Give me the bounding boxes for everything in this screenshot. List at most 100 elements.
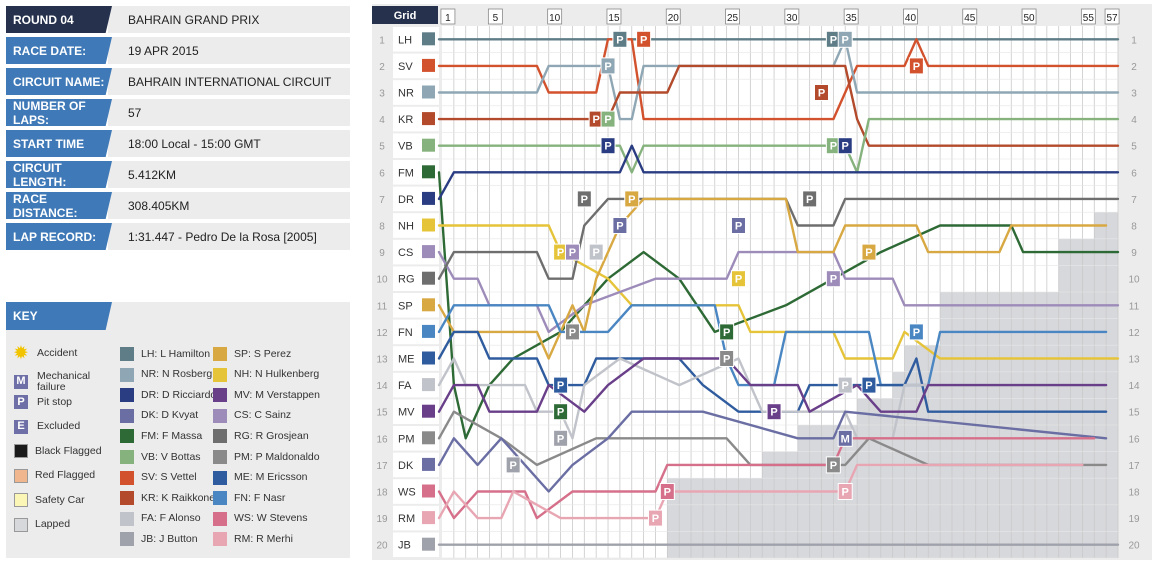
driver-label: RG: R Grosjean — [234, 429, 309, 442]
pit-stop-marker — [553, 429, 569, 447]
pit-stop-marker — [837, 30, 853, 48]
pit-stop-marker — [908, 57, 924, 75]
driver-swatch — [213, 532, 227, 547]
key-swatch — [14, 517, 28, 532]
lap-tick-box — [903, 8, 918, 25]
pit-stop-marker — [624, 190, 640, 208]
right-position-label: 4 — [1131, 115, 1137, 126]
right-position-label: 16 — [1128, 434, 1140, 445]
position-label: 2 — [379, 62, 385, 73]
pit-stop-marker-label: P — [664, 487, 671, 499]
info-label: RACE DISTANCE: — [6, 192, 112, 219]
pit-stop-marker-label: P — [842, 380, 849, 392]
pit-stop-marker-label: P — [557, 433, 564, 445]
position-cell — [372, 105, 392, 133]
driver-swatch — [213, 408, 227, 423]
pit-stop-marker-label: P — [581, 194, 588, 206]
pit-stop-marker — [600, 137, 616, 155]
driver-label: FA: F Alonso — [141, 512, 201, 525]
info-row: CIRCUIT NAME: BAHRAIN INTERNATIONAL CIRCU… — [6, 68, 350, 95]
info-row: LAP RECORD: 1:31.447 - Pedro De la Rosa [… — [6, 223, 350, 250]
grid-driver-swatch — [422, 457, 435, 471]
key-symbol: M Mechanical failure — [14, 370, 114, 393]
grid-driver-swatch — [422, 85, 435, 99]
position-cell — [372, 398, 392, 425]
lap-tick-box — [665, 8, 681, 25]
driver-label: LH: L Hamilton — [141, 347, 211, 360]
lap-tick-label: 57 — [1107, 13, 1119, 24]
grid-driver-swatch — [422, 484, 435, 498]
position-label: 12 — [376, 328, 388, 339]
position-cell — [372, 531, 392, 558]
pit-stop-marker — [861, 376, 877, 394]
position-cell — [372, 79, 392, 106]
key-driver: DK: D Kvyat — [120, 408, 198, 423]
driver-line-sp — [437, 197, 1108, 360]
key-badge-icon: P — [14, 395, 28, 409]
pit-stop-marker — [612, 30, 628, 48]
pit-stop-marker — [564, 323, 580, 341]
pit-stop-marker — [719, 323, 735, 341]
lap-tick-label: 55 — [1083, 13, 1095, 24]
lap-tick-label: 30 — [786, 13, 798, 24]
info-label: START TIME — [6, 130, 112, 157]
pit-stop-marker — [825, 456, 841, 474]
position-cell — [372, 26, 392, 53]
pit-stop-marker — [659, 483, 675, 500]
position-cell — [372, 159, 392, 186]
right-position-label: 13 — [1128, 355, 1140, 366]
driver-swatch — [120, 367, 134, 382]
driver-swatch — [213, 429, 227, 444]
right-position-label: 19 — [1128, 514, 1140, 525]
lap-tick-label: 50 — [1023, 13, 1035, 24]
driver-swatch — [120, 491, 134, 506]
driver-swatch — [213, 347, 227, 361]
driver-swatch — [120, 388, 134, 403]
grid-driver-swatch — [422, 191, 435, 205]
pit-stop-marker — [600, 110, 616, 128]
key-driver: FM: F Massa — [120, 429, 202, 444]
key-symbol: ✹ Accident — [14, 345, 114, 361]
pit-stop-marker — [588, 243, 604, 261]
pit-stop-marker-label: P — [557, 407, 564, 419]
position-label: 11 — [377, 301, 388, 312]
grid-driver-swatch — [422, 165, 435, 179]
key-symbol-label: Pit stop — [37, 395, 73, 408]
info-label: CIRCUIT LENGTH: — [6, 161, 112, 188]
pit-stop-marker-label: P — [640, 34, 647, 46]
pit-stop-marker — [802, 190, 818, 208]
right-position-label: 20 — [1128, 541, 1140, 552]
grid-header-box — [372, 6, 438, 24]
pit-stop-marker-label: P — [569, 247, 576, 259]
key-driver: SV: S Vettel — [120, 470, 197, 485]
lap-tick-box — [725, 8, 740, 25]
key-driver: FA: F Alonso — [120, 511, 201, 526]
driver-label: NR: N Rosberg — [141, 368, 213, 381]
position-label: 20 — [376, 541, 388, 552]
position-label: 8 — [379, 222, 385, 233]
right-position-label: 1 — [1131, 35, 1137, 46]
grid-driver-code: DR — [398, 194, 414, 206]
key-driver: RG: R Grosjean — [213, 429, 309, 444]
grid-driver-code: RM — [398, 513, 415, 525]
lap-tick-label: 10 — [549, 13, 561, 24]
pit-stop-marker — [564, 243, 580, 261]
driver-swatch — [120, 408, 134, 423]
grid-driver-swatch — [422, 511, 435, 525]
pit-stop-marker-label: P — [616, 34, 623, 46]
lap-tick-box — [606, 8, 622, 25]
lap-tick-label: 1 — [445, 13, 451, 24]
lap-chart: Grid 1 5 10 15 20 25 30 35 40 45 50 55 571 LH 12 SV 23 NR 3… — [372, 4, 1152, 560]
grid-driver-swatch — [422, 537, 435, 551]
grid-driver-swatch — [422, 431, 435, 445]
key-driver: PM: P Maldonaldo — [213, 450, 320, 464]
grid-driver-code: WS — [398, 487, 416, 499]
pit-stop-marker-label: P — [913, 327, 920, 339]
key-symbol: Lapped — [14, 517, 114, 532]
key-driver: NH: N Hulkenberg — [213, 367, 319, 382]
key-symbol: Black Flagged — [14, 444, 114, 458]
driver-line-rg — [437, 197, 1120, 280]
driver-swatch — [120, 347, 134, 361]
grid-driver-code: LH — [398, 34, 412, 46]
key-symbol: P Pit stop — [14, 395, 114, 409]
